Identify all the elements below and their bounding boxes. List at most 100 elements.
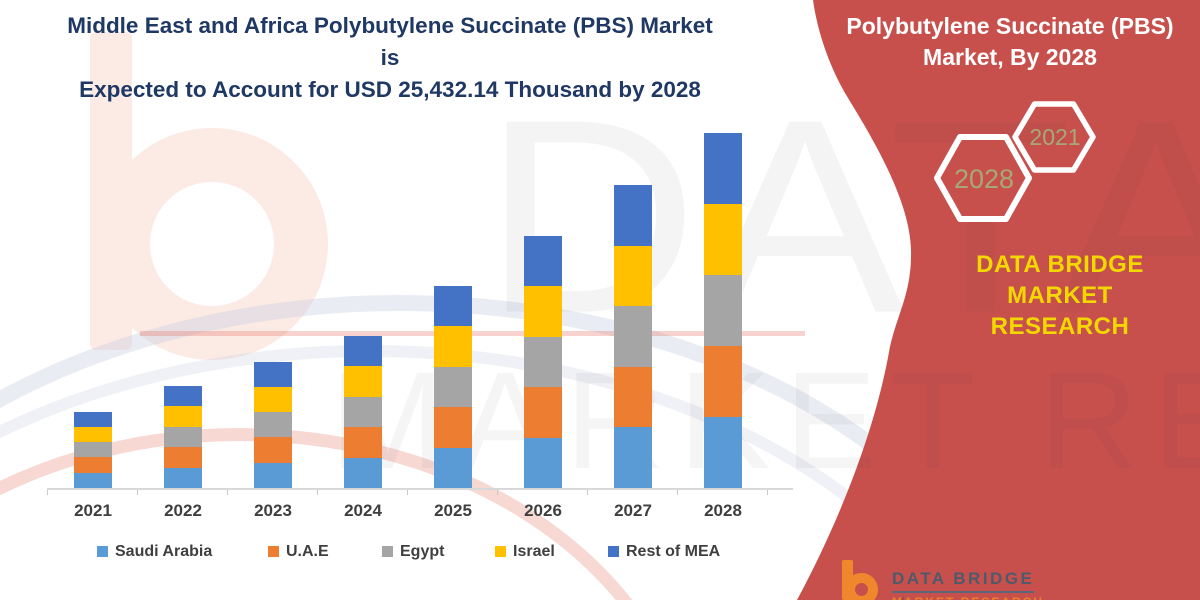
x-axis-tick xyxy=(767,490,768,495)
legend-swatch-icon xyxy=(97,546,108,557)
bar-segment-2027-rest-of-mea xyxy=(614,185,652,246)
bar-segment-2024-rest-of-mea xyxy=(344,336,382,367)
bar-segment-2024-egypt xyxy=(344,396,382,428)
bar-segment-2027-saudi-arabia xyxy=(614,427,652,488)
x-axis-label-2026: 2026 xyxy=(524,501,562,520)
bar-segment-2023-egypt xyxy=(254,412,292,438)
legend-label: U.A.E xyxy=(286,543,329,560)
x-axis-label-2022: 2022 xyxy=(164,501,202,520)
x-axis-tick xyxy=(497,490,498,495)
x-axis-tick xyxy=(317,490,318,495)
banner-background xyxy=(797,0,1200,600)
bar-segment-2025-egypt xyxy=(434,366,472,407)
bar-segment-2025-rest-of-mea xyxy=(434,285,472,326)
watermark-text-data-bridge: DATA BRIDGE xyxy=(482,61,1200,371)
bar-segment-2028-saudi-arabia xyxy=(704,417,742,488)
banner-brand-line2: RESEARCH xyxy=(990,313,1130,341)
bar-segment-2024-israel xyxy=(344,366,382,397)
legend-swatch-icon xyxy=(382,546,393,557)
bar-2028 xyxy=(704,133,742,488)
bar-2022 xyxy=(164,385,202,488)
banner-heading: Polybutylene Succinate (PBS) Market, By … xyxy=(832,11,1188,73)
watermark-text-market-research: MARKET RESEARCH xyxy=(330,344,1200,498)
bar-segment-2022-saudi-arabia xyxy=(164,467,202,488)
banner-brand-line1: DATA BRIDGE MARKET xyxy=(976,251,1144,310)
x-axis-label-2024: 2024 xyxy=(344,501,382,520)
legend-label: Saudi Arabia xyxy=(115,543,213,560)
legend-swatch-icon xyxy=(268,546,279,557)
bar-segment-2021-saudi-arabia xyxy=(74,472,112,488)
x-axis-tick xyxy=(407,490,408,495)
bar-segment-2025-israel xyxy=(434,326,472,367)
footer-logo: DATA BRIDGE MARKET RESEARCH xyxy=(824,556,1088,600)
legend-label: Egypt xyxy=(400,543,445,560)
bar-2021 xyxy=(74,411,112,488)
footer-logo-underline xyxy=(892,591,1034,593)
legend-label: Rest of MEA xyxy=(626,543,721,560)
x-axis-tick xyxy=(587,490,588,495)
bar-segment-2028-u-a-e xyxy=(704,346,742,417)
hexagon-2021-label: 2021 xyxy=(1029,124,1081,150)
x-axis-label-2027: 2027 xyxy=(614,501,652,520)
footer-logo-brand: DATA BRIDGE xyxy=(892,569,1035,588)
bar-2025 xyxy=(434,285,472,488)
bar-segment-2026-rest-of-mea xyxy=(524,235,562,286)
bar-segment-2022-u-a-e xyxy=(164,447,202,468)
banner-heading-line1: Polybutylene Succinate (PBS) xyxy=(846,13,1174,39)
footer-logo-subtitle: MARKET RESEARCH xyxy=(892,595,1044,600)
bar-segment-2026-egypt xyxy=(524,336,562,387)
hexagon-2021-icon xyxy=(1012,101,1096,173)
bar-segment-2026-saudi-arabia xyxy=(524,437,562,488)
x-axis-label-2028: 2028 xyxy=(704,501,742,520)
bar-segment-2023-saudi-arabia xyxy=(254,462,292,488)
bar-segment-2021-israel xyxy=(74,426,112,443)
x-axis-line xyxy=(47,488,793,490)
banner-heading-line2: Market, By 2028 xyxy=(923,44,1097,71)
bar-segment-2022-rest-of-mea xyxy=(164,385,202,406)
bar-segment-2026-israel xyxy=(524,286,562,337)
bar-segment-2025-saudi-arabia xyxy=(434,447,472,488)
bar-2027 xyxy=(614,185,652,488)
chart-title-line2: Expected to Account for USD 25,432.14 Th… xyxy=(79,76,701,102)
banner-brand-text: DATA BRIDGE MARKET RESEARCH xyxy=(922,249,1198,343)
bar-segment-2024-u-a-e xyxy=(344,427,382,458)
x-axis-tick xyxy=(137,490,138,495)
bar-2026 xyxy=(524,235,562,488)
bar-segment-2021-rest-of-mea xyxy=(74,411,112,427)
bar-segment-2023-u-a-e xyxy=(254,437,292,463)
legend-swatch-icon xyxy=(608,546,619,557)
bar-segment-2028-rest-of-mea xyxy=(704,133,742,204)
legend-swatch-icon xyxy=(495,546,506,557)
x-axis-label-2023: 2023 xyxy=(254,501,292,520)
bar-segment-2022-egypt xyxy=(164,426,202,447)
bar-segment-2028-egypt xyxy=(704,275,742,346)
x-axis-tick xyxy=(227,490,228,495)
bar-2024 xyxy=(344,336,382,488)
bar-segment-2022-israel xyxy=(164,406,202,427)
bar-segment-2027-israel xyxy=(614,245,652,307)
bar-segment-2027-egypt xyxy=(614,306,652,367)
bar-segment-2025-u-a-e xyxy=(434,407,472,448)
legend-label: Israel xyxy=(513,543,555,560)
bar-segment-2021-egypt xyxy=(74,442,112,458)
chart-title: Middle East and Africa Polybutylene Succ… xyxy=(55,10,725,106)
x-axis-label-2021: 2021 xyxy=(74,501,112,520)
bar-segment-2021-u-a-e xyxy=(74,457,112,473)
bar-segment-2023-rest-of-mea xyxy=(254,361,292,387)
bar-segment-2027-u-a-e xyxy=(614,366,652,428)
bar-2023 xyxy=(254,361,292,488)
bar-segment-2023-israel xyxy=(254,386,292,413)
hexagon-2028-label: 2028 xyxy=(953,164,1015,194)
x-axis-tick xyxy=(677,490,678,495)
x-axis-tick xyxy=(47,490,48,495)
hexagon-2028-icon xyxy=(934,134,1032,222)
bar-segment-2026-u-a-e xyxy=(524,387,562,438)
bar-segment-2024-saudi-arabia xyxy=(344,457,382,488)
x-axis-label-2025: 2025 xyxy=(434,501,472,520)
logo-b-icon xyxy=(845,573,878,600)
chart-title-line1: Middle East and Africa Polybutylene Succ… xyxy=(67,13,713,70)
bar-segment-2028-israel xyxy=(704,204,742,275)
